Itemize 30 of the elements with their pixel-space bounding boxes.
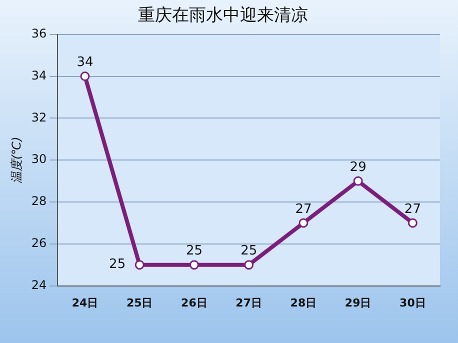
- y-axis-title: 温度(℃): [9, 136, 24, 184]
- y-tick-label: 26: [31, 236, 47, 250]
- data-label: 27: [295, 202, 312, 217]
- x-tick-label: 28日: [290, 296, 317, 310]
- point: [408, 218, 418, 228]
- point: [353, 176, 363, 186]
- y-tick-label: 34: [31, 68, 47, 82]
- y-tick-label: 36: [31, 26, 47, 41]
- data-label: 25: [240, 244, 258, 259]
- x-tick-label: 29日: [344, 296, 372, 310]
- x-tick-label: 30日: [400, 296, 426, 310]
- y-tick-label: 32: [31, 110, 47, 124]
- data-label: 29: [350, 160, 366, 175]
- x-tick-label: 27日: [236, 296, 262, 310]
- data-label: 34: [76, 55, 94, 70]
- point: [298, 218, 308, 228]
- point: [134, 260, 144, 270]
- x-tick-label: 24日: [72, 296, 98, 310]
- point: [244, 260, 254, 270]
- x-tick-label: 26日: [181, 296, 208, 310]
- data-label: 27: [404, 202, 421, 217]
- chart-title: 重庆在雨水中迎来清凉: [138, 6, 308, 26]
- point: [189, 260, 199, 270]
- point: [80, 72, 90, 82]
- y-tick-label: 24: [31, 278, 47, 292]
- y-tick-label: 30: [31, 152, 47, 166]
- data-label: 25: [109, 257, 126, 272]
- y-tick-label: 28: [31, 194, 47, 208]
- data-label: 25: [186, 244, 202, 259]
- x-tick-label: 25日: [126, 296, 153, 310]
